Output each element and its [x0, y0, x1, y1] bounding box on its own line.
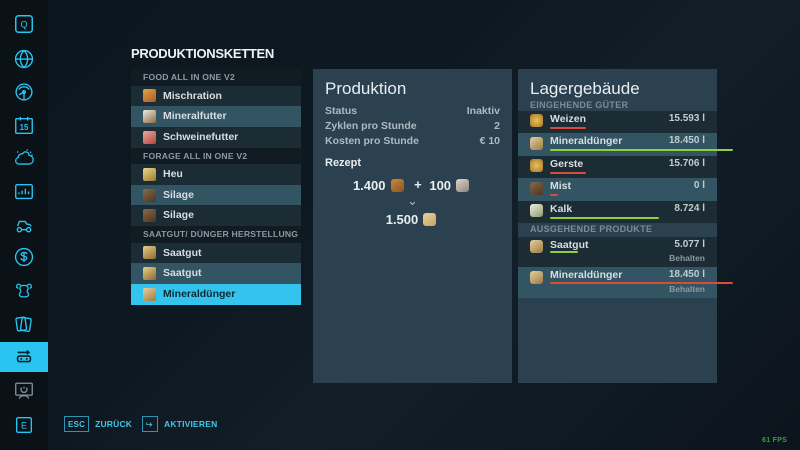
svg-text:15: 15	[20, 123, 29, 132]
svg-text:Q: Q	[20, 19, 27, 29]
svg-text:E: E	[21, 421, 27, 431]
